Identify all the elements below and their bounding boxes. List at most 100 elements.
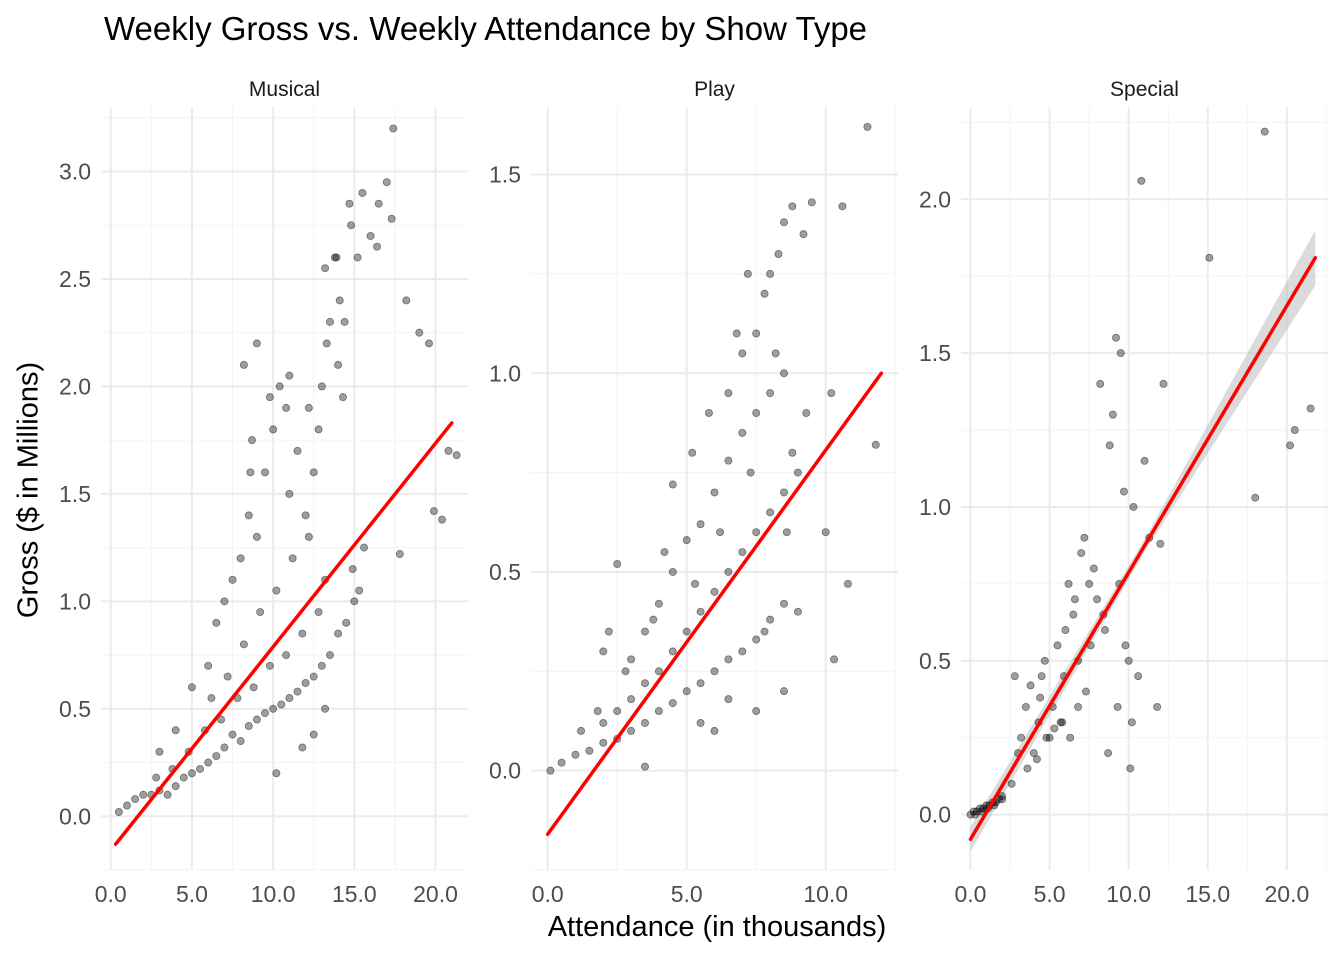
data-point bbox=[293, 446, 302, 455]
data-point bbox=[1113, 702, 1122, 711]
data-point bbox=[613, 560, 622, 569]
data-point bbox=[275, 382, 284, 391]
data-point bbox=[269, 425, 278, 434]
data-point bbox=[738, 349, 747, 358]
x-tick-label: 5.0 bbox=[176, 881, 208, 907]
y-tick-label: 0.5 bbox=[59, 696, 91, 722]
data-point bbox=[1066, 733, 1075, 742]
data-point bbox=[1021, 702, 1030, 711]
data-point bbox=[314, 608, 323, 617]
data-point bbox=[309, 468, 318, 477]
data-point bbox=[325, 651, 334, 660]
data-point bbox=[1056, 718, 1065, 727]
data-point bbox=[788, 448, 797, 457]
data-point bbox=[1037, 672, 1046, 681]
data-point bbox=[1032, 755, 1041, 764]
x-tick-label: 10.0 bbox=[803, 881, 848, 907]
data-point bbox=[366, 231, 375, 240]
x-tick-label: 20.0 bbox=[413, 881, 458, 907]
data-point bbox=[298, 629, 307, 638]
x-tick-label: 0.0 bbox=[95, 881, 127, 907]
data-point bbox=[716, 528, 725, 537]
data-point bbox=[627, 695, 636, 704]
data-point bbox=[654, 667, 663, 676]
data-point bbox=[621, 667, 630, 676]
data-point bbox=[334, 629, 343, 638]
data-point bbox=[239, 640, 248, 649]
data-point bbox=[1129, 502, 1138, 511]
data-point bbox=[696, 607, 705, 616]
data-point bbox=[1061, 626, 1070, 635]
data-point bbox=[317, 661, 326, 670]
data-point bbox=[843, 579, 852, 588]
data-point bbox=[654, 599, 663, 608]
data-point bbox=[1053, 641, 1062, 650]
data-point bbox=[425, 339, 434, 348]
data-point bbox=[1070, 595, 1079, 604]
data-point bbox=[374, 199, 383, 208]
confidence-band bbox=[970, 230, 1316, 852]
data-point bbox=[340, 317, 349, 326]
data-point bbox=[660, 548, 669, 557]
data-point bbox=[269, 704, 278, 713]
x-axis-title: Attendance (in thousands) bbox=[547, 911, 887, 943]
data-point bbox=[358, 188, 367, 197]
data-point bbox=[807, 198, 816, 207]
y-tick-label: 0.5 bbox=[919, 648, 951, 674]
data-point bbox=[239, 360, 248, 369]
data-point bbox=[187, 683, 196, 692]
data-point bbox=[557, 758, 566, 767]
data-point bbox=[438, 515, 447, 524]
data-point bbox=[971, 810, 980, 819]
data-point bbox=[348, 565, 357, 574]
data-point bbox=[285, 489, 294, 498]
data-point bbox=[640, 679, 649, 688]
y-tick-label: 1.0 bbox=[489, 360, 521, 386]
data-point bbox=[724, 655, 733, 664]
data-point bbox=[788, 202, 797, 211]
data-point bbox=[139, 790, 148, 799]
data-point bbox=[780, 687, 789, 696]
data-point bbox=[282, 651, 291, 660]
data-point bbox=[780, 369, 789, 378]
data-point bbox=[710, 726, 719, 735]
data-point bbox=[710, 667, 719, 676]
data-point bbox=[1205, 253, 1214, 262]
data-point bbox=[760, 289, 769, 298]
data-point bbox=[696, 520, 705, 529]
data-point bbox=[252, 715, 261, 724]
data-point bbox=[1096, 379, 1105, 388]
data-point bbox=[752, 408, 761, 417]
data-point bbox=[696, 679, 705, 688]
facet-label: Musical bbox=[249, 78, 320, 101]
data-point bbox=[1089, 564, 1098, 573]
data-point bbox=[752, 528, 761, 537]
data-point bbox=[766, 615, 775, 624]
facet-label: Play bbox=[694, 78, 735, 101]
data-point bbox=[668, 699, 677, 708]
x-tick-label: 10.0 bbox=[1106, 881, 1151, 907]
data-point bbox=[285, 371, 294, 380]
data-point bbox=[272, 769, 281, 778]
data-point bbox=[766, 508, 775, 517]
data-point bbox=[309, 730, 318, 739]
data-point bbox=[724, 389, 733, 398]
data-point bbox=[322, 339, 331, 348]
data-point bbox=[155, 747, 164, 756]
data-point bbox=[345, 199, 354, 208]
data-point bbox=[1077, 549, 1086, 558]
data-point bbox=[1119, 487, 1128, 496]
data-point bbox=[724, 695, 733, 704]
data-point bbox=[724, 456, 733, 465]
data-point bbox=[314, 425, 323, 434]
data-point bbox=[1058, 718, 1067, 727]
data-point bbox=[338, 393, 347, 402]
data-point bbox=[599, 647, 608, 656]
data-point bbox=[1093, 595, 1102, 604]
data-point bbox=[1137, 176, 1146, 185]
data-point bbox=[317, 382, 326, 391]
data-point bbox=[1085, 579, 1094, 588]
data-point bbox=[122, 801, 131, 810]
y-tick-label: 3.0 bbox=[59, 158, 91, 184]
